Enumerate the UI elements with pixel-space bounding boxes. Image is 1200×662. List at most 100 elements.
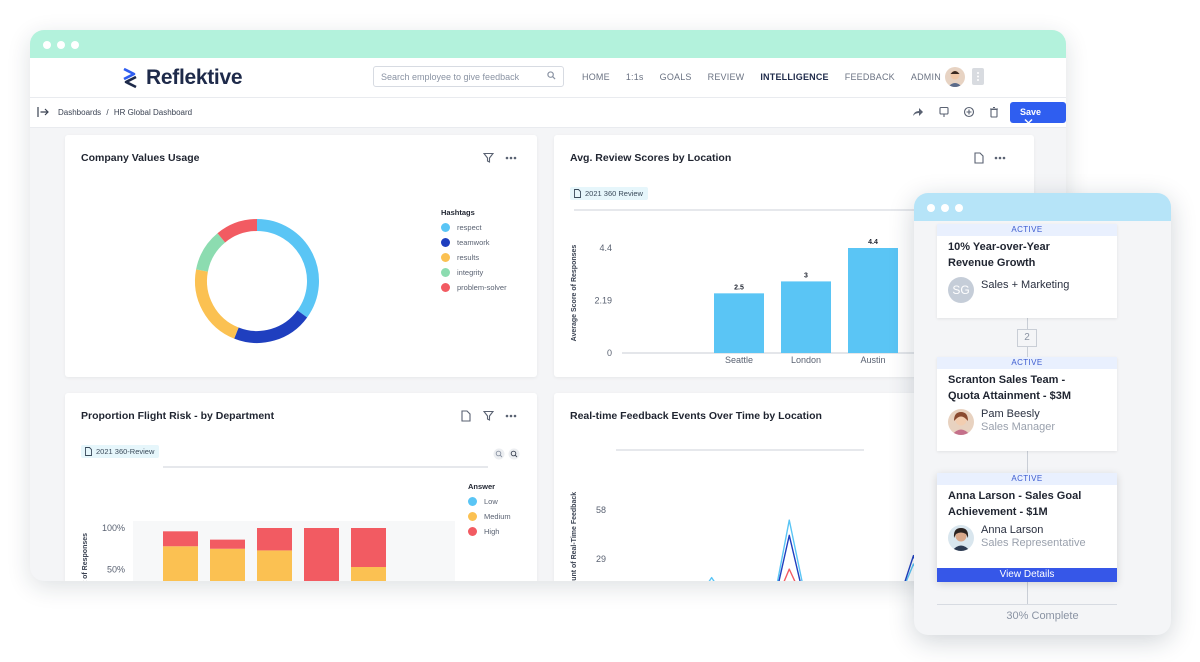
chart-scrollbar[interactable] [574, 209, 914, 211]
search-input[interactable]: Search employee to give feedback [373, 66, 564, 87]
y-tick-label: 4.4 [599, 243, 612, 253]
app-name: Reflektive [146, 66, 243, 89]
values-donut-chart [195, 219, 319, 343]
nav-feedback[interactable]: FEEDBACK [844, 72, 895, 82]
donut-slice-respect [256, 219, 319, 318]
legend-item[interactable]: High [468, 527, 511, 536]
chart-scrollbar[interactable] [616, 449, 864, 451]
chip-label: 2021 360-Review [96, 447, 155, 456]
filter-chip[interactable]: 2021 360-Review [81, 445, 160, 458]
nav-admin[interactable]: ADMIN [910, 72, 941, 82]
chevron-down-icon [1024, 118, 1033, 125]
bar-Austin [848, 248, 898, 353]
goal-card[interactable]: ACTIVE Anna Larson - Sales Goal Achievem… [937, 473, 1117, 582]
nav-goals[interactable]: GOALS [659, 72, 692, 82]
legend-item[interactable]: respect [441, 223, 507, 232]
goal-owner[interactable]: Pam Beesly [981, 408, 1040, 420]
bar-value-label: 2.5 [734, 284, 744, 291]
goal-owner-role: Sales Representative [981, 537, 1086, 549]
goal-title: Anna Larson - Sales Goal Achievement - $… [948, 488, 1081, 520]
x-tick-label: Seattle [725, 355, 753, 365]
stacked-segment-high [304, 528, 339, 581]
breadcrumb-current: HR Global Dashboard [113, 108, 193, 117]
window-dot [955, 204, 963, 212]
user-avatar-icon [948, 70, 962, 87]
chart-scrollbar[interactable] [163, 466, 488, 468]
goal-title-line: Achievement - $1M [948, 506, 1048, 518]
view-details-button[interactable]: View Details [937, 568, 1117, 582]
top-navigation: Reflektive Search employee to give feedb… [30, 58, 1066, 98]
legend-item[interactable]: results [441, 253, 507, 262]
nav-intelligence[interactable]: INTELLIGENCE [760, 72, 829, 82]
legend-item[interactable]: integrity [441, 268, 507, 277]
document-icon[interactable] [974, 152, 984, 164]
stacked-segment-medium [351, 567, 386, 581]
y-axis-label: Average Score of Responses [571, 245, 578, 342]
document-icon [574, 189, 581, 198]
goal-connector [1027, 347, 1028, 357]
more-options-icon[interactable] [994, 156, 1006, 160]
more-options-icon[interactable] [505, 414, 517, 418]
document-icon[interactable] [461, 410, 471, 422]
stacked-segment-medium [163, 546, 198, 581]
more-options-icon[interactable] [505, 156, 517, 160]
zoom-in-icon[interactable] [508, 448, 520, 460]
user-avatar[interactable] [945, 67, 965, 87]
legend-title: Answer [468, 482, 496, 491]
x-tick-label: London [791, 355, 821, 365]
y-axis-label: Count of Real-Time Feedback [571, 492, 578, 581]
stacked-segment-high [163, 531, 198, 547]
nav-review[interactable]: REVIEW [707, 72, 745, 82]
app-logo[interactable]: Reflektive [120, 66, 243, 90]
donut-slice-results [195, 269, 239, 339]
group-avatar: SG [948, 277, 974, 303]
bar-Seattle [714, 293, 764, 353]
feedback-line-chart: Count of Real-Time Feedback02958 [571, 492, 923, 581]
goal-title: Scranton Sales Team - Quota Attainment -… [948, 372, 1071, 404]
donut-slice-problem-solver [217, 219, 258, 243]
goal-status-badge: ACTIVE [937, 473, 1117, 485]
goal-card[interactable]: ACTIVE 10% Year-over-Year Revenue Growth… [937, 224, 1117, 318]
legend-item[interactable]: teamwork [441, 238, 507, 247]
filter-icon[interactable] [483, 410, 494, 421]
goal-title-line: 10% Year-over-Year [948, 241, 1050, 253]
card-title: Real-time Feedback Events Over Time by L… [570, 410, 822, 422]
breadcrumb-dashboards[interactable]: Dashboards [58, 108, 102, 117]
stacked-segment-high [351, 528, 386, 568]
card-title: Company Values Usage [81, 152, 200, 164]
legend-label: problem-solver [457, 283, 507, 292]
legend-item[interactable]: problem-solver [441, 283, 507, 292]
goal-connector [1027, 451, 1028, 473]
anna-avatar [948, 525, 974, 551]
breadcrumb: Dashboards / HR Global Dashboard [58, 108, 192, 117]
goal-card[interactable]: ACTIVE Scranton Sales Team - Quota Attai… [937, 357, 1117, 451]
filter-icon[interactable] [483, 152, 494, 163]
filter-chip[interactable]: 2021 360 Review [570, 187, 648, 200]
bar-London [781, 281, 831, 353]
zoom-out-icon[interactable] [493, 448, 505, 460]
nav-home[interactable]: HOME [582, 72, 610, 82]
add-circle-icon[interactable] [963, 106, 975, 118]
goal-owner[interactable]: Anna Larson [981, 524, 1044, 536]
goal-owner[interactable]: Sales + Marketing [981, 279, 1070, 291]
legend-label: Medium [484, 512, 511, 521]
legend-item[interactable]: Medium [468, 512, 511, 521]
collapse-sidebar-icon[interactable] [37, 106, 50, 118]
more-menu-button[interactable] [972, 68, 984, 85]
trash-icon[interactable] [988, 106, 1000, 118]
bar-value-label: 3 [804, 272, 808, 279]
window-dot [43, 41, 51, 49]
goal-title-line: Anna Larson - Sales Goal [948, 490, 1082, 502]
goals-phone-panel: ACTIVE 10% Year-over-Year Revenue Growth… [914, 193, 1171, 635]
nav-one-on-ones[interactable]: 1:1s [625, 72, 644, 82]
dashboard-toolbar: Dashboards / HR Global Dashboard Save [30, 98, 1066, 128]
legend-item[interactable]: Low [468, 497, 511, 506]
save-button[interactable]: Save [1010, 102, 1066, 125]
x-tick-label: Austin [860, 355, 885, 365]
goal-title: 10% Year-over-Year Revenue Growth [948, 239, 1050, 271]
comment-icon[interactable] [938, 106, 950, 118]
card-flight-risk: Proportion Flight Risk - by Department 2… [65, 393, 537, 581]
share-icon[interactable] [912, 106, 924, 118]
y-tick-label: 100% [102, 523, 125, 533]
kebab-icon [977, 72, 979, 81]
